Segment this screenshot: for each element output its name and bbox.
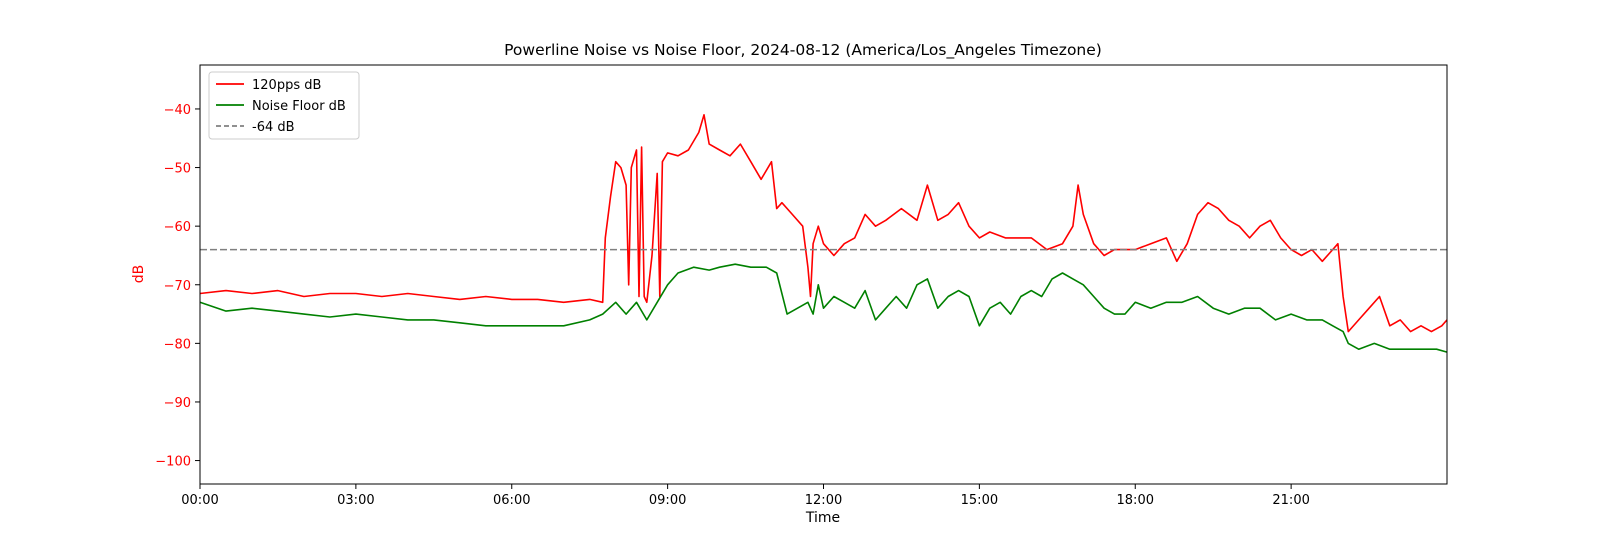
legend-label-2: -64 dB bbox=[252, 120, 295, 135]
y-tick-label-4: −80 bbox=[164, 337, 191, 352]
x-tick-label-6: 18:00 bbox=[1117, 493, 1154, 508]
series-line-1 bbox=[199, 263, 1448, 353]
y-axis-label: dB bbox=[131, 265, 147, 284]
chart-title: Powerline Noise vs Noise Floor, 2024-08-… bbox=[504, 41, 1102, 60]
y-tick-label-2: −60 bbox=[164, 220, 191, 235]
legend-label-0: 120pps dB bbox=[252, 78, 321, 93]
x-tick-label-5: 15:00 bbox=[961, 493, 998, 508]
y-tick-label-6: −100 bbox=[155, 455, 191, 470]
legend: 120pps dB Noise Floor dB -64 dB bbox=[208, 71, 360, 140]
y-tick-label-1: −50 bbox=[164, 162, 191, 177]
x-tick-label-1: 03:00 bbox=[337, 493, 374, 508]
legend-box bbox=[208, 71, 360, 140]
y-tick-label-3: −70 bbox=[164, 279, 191, 294]
plot-area bbox=[199, 114, 1448, 353]
x-axis: 00:00 03:00 06:00 09:00 12:00 15:00 18:00 21:00 bbox=[181, 484, 1310, 508]
x-tick-label-4: 12:00 bbox=[805, 493, 842, 508]
y-axis: −40 −50 −60 −70 −80 −90 −100 bbox=[155, 103, 200, 470]
y-tick-label-0: −40 bbox=[164, 103, 191, 118]
x-tick-label-0: 00:00 bbox=[181, 493, 218, 508]
plot-frame bbox=[199, 64, 1448, 485]
x-tick-label-3: 09:00 bbox=[649, 493, 686, 508]
x-tick-label-7: 21:00 bbox=[1272, 493, 1309, 508]
x-axis-label: Time bbox=[805, 510, 840, 526]
legend-label-1: Noise Floor dB bbox=[252, 99, 346, 114]
series-line-0 bbox=[199, 114, 1448, 333]
x-tick-label-2: 06:00 bbox=[493, 493, 530, 508]
y-tick-label-5: −90 bbox=[164, 396, 191, 411]
